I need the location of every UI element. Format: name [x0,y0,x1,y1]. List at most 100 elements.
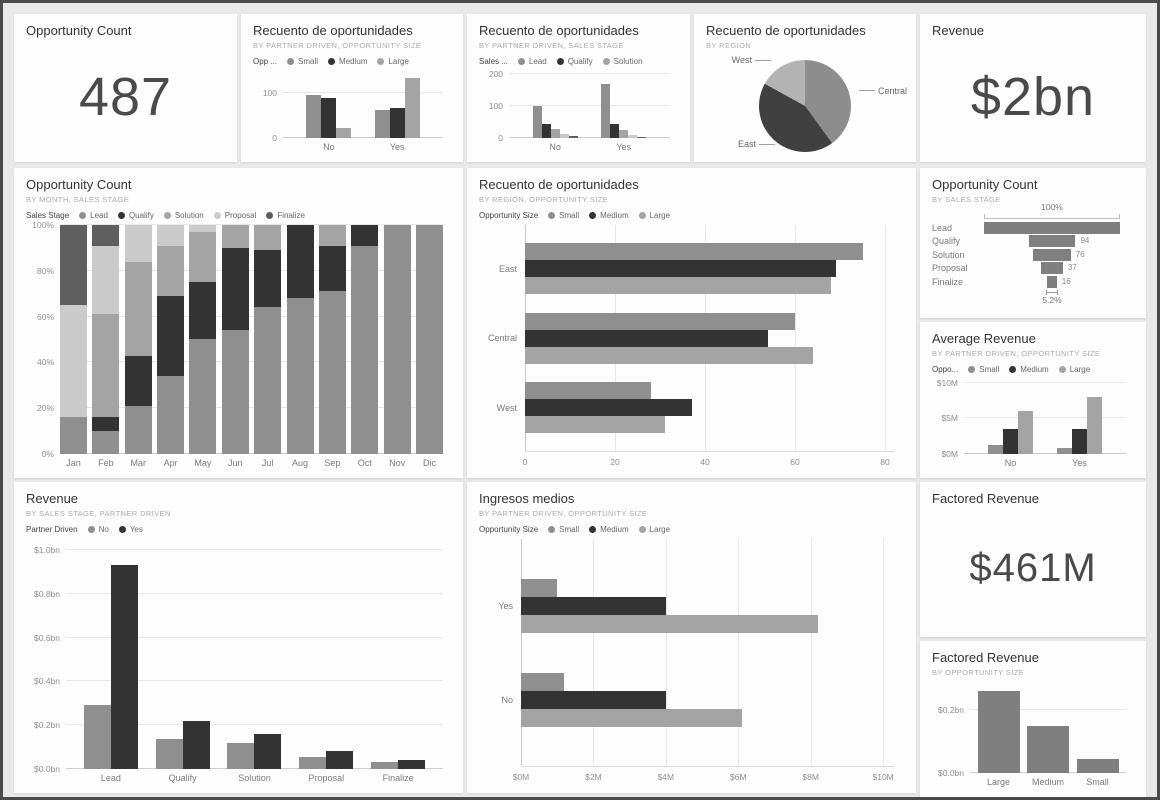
tile-recuento-by-partner-driven-opportunity-size[interactable]: Recuento de oportunidades BY PARTNER DRI… [241,14,463,162]
legend-item-medium[interactable]: Medium [589,525,629,534]
segment-jun-qualify[interactable] [221,247,249,331]
legend-item-lead[interactable]: Lead [79,211,108,220]
segment-feb-proposal[interactable] [92,245,120,315]
bar-no-proposal[interactable] [559,134,569,138]
bar-yes-small[interactable] [521,578,558,597]
legend-item-finalize[interactable]: Finalize [266,211,305,220]
bar-yes-small[interactable] [1057,448,1072,454]
segment-apr-solution[interactable] [157,245,185,296]
bar-medium-factored-revenue[interactable] [1027,725,1069,773]
funnel-bar-proposal[interactable] [1041,262,1063,275]
tile-recuento-by-region-pie[interactable]: Recuento de oportunidades BY REGION Cent… [694,14,916,162]
tile-factored-revenue-by-size[interactable]: Factored Revenue BY OPPORTUNITY SIZE $0.… [920,641,1146,797]
legend-item-solution[interactable]: Solution [163,211,204,220]
segment-aug-qualify[interactable] [286,224,314,299]
bar-east-medium[interactable] [525,260,836,278]
segment-mar-proposal[interactable] [124,224,152,262]
bar-no-large[interactable] [521,708,742,727]
bar-yes-finalize[interactable] [637,136,647,138]
column-chart-partner-stage[interactable]: 200 100 0 No Yes [479,66,678,156]
legend-item-qualify[interactable]: Qualify [556,57,593,66]
legend-item-medium[interactable]: Medium [328,57,367,66]
bar-no-small[interactable] [988,445,1003,454]
tile-factored-revenue-kpi[interactable]: Factored Revenue $461M [920,482,1146,637]
bar-qualify-yes[interactable] [182,720,210,769]
bar-proposal-yes[interactable] [326,751,354,769]
tile-revenue-by-sales-stage[interactable]: Revenue BY SALES STAGE, PARTNER DRIVEN P… [14,482,463,793]
segment-apr-lead[interactable] [157,376,185,454]
tile-opportunity-count-funnel[interactable]: Opportunity Count BY SALES STAGE 100% Lea… [920,168,1146,318]
legend-item-small[interactable]: Small [548,525,579,534]
legend-item-medium[interactable]: Medium [589,211,629,220]
bar-small-factored-revenue[interactable] [1076,758,1119,773]
bar-yes-lead[interactable] [601,83,611,138]
segment-oct-lead[interactable] [351,245,379,454]
bar-solution-no[interactable] [227,742,255,769]
bar-east-small[interactable] [525,243,863,261]
bar-no-medium[interactable] [521,690,666,709]
legend-item-large[interactable]: Large [377,57,409,66]
legend-item-small[interactable]: Small [548,211,579,220]
segment-may-qualify[interactable] [189,282,217,340]
funnel-bar-solution[interactable] [1033,248,1071,261]
segment-jun-lead[interactable] [221,330,249,454]
segment-jan-lead[interactable] [60,417,87,454]
bar-no-medium[interactable] [1003,428,1018,454]
segment-nov-lead[interactable] [383,224,411,454]
bar-yes-medium[interactable] [521,596,666,615]
bar-lead-yes[interactable] [110,565,138,769]
bar-yes-small[interactable] [374,110,390,138]
tile-recuento-by-region-opportunity-size[interactable]: Recuento de oportunidades BY REGION, OPP… [467,168,916,478]
legend-item-lead[interactable]: Lead [517,57,547,66]
segment-apr-qualify[interactable] [157,295,185,377]
pie-chart-region[interactable]: Central East West [706,50,907,156]
segment-jan-finalize[interactable] [60,224,87,306]
bar-yes-medium[interactable] [1072,428,1087,454]
column-chart-average-revenue[interactable]: $10M $5M $0M No Yes [932,374,1134,472]
segment-may-lead[interactable] [189,339,217,454]
legend-item-small[interactable]: Small [968,365,999,374]
bar-yes-medium[interactable] [389,107,405,138]
tile-average-revenue[interactable]: Average Revenue BY PARTNER DRIVEN, OPPOR… [920,322,1146,478]
bar-finalize-yes[interactable] [398,760,426,769]
legend-item-large[interactable]: Large [638,211,670,220]
segment-feb-finalize[interactable] [92,224,120,246]
bar-no-solution[interactable] [550,129,560,138]
legend-item-large[interactable]: Large [638,525,670,534]
bar-no-lead[interactable] [532,106,542,138]
funnel-bar-lead[interactable] [984,221,1120,234]
legend-item-qualify[interactable]: Qualify [117,211,154,220]
legend-item-medium[interactable]: Medium [1009,365,1049,374]
segment-oct-qualify[interactable] [351,224,379,246]
segment-may-proposal[interactable] [189,224,217,232]
segment-jul-solution[interactable] [254,224,282,251]
segment-mar-lead[interactable] [124,405,152,454]
legend-item-solution[interactable]: Solution [602,57,643,66]
bar-solution-yes[interactable] [254,733,282,769]
bar-no-large[interactable] [336,128,352,138]
segment-dic-lead[interactable] [415,224,443,454]
bar-central-large[interactable] [525,346,813,364]
bar-finalize-no[interactable] [371,762,399,769]
tile-ingresos-medios[interactable]: Ingresos medios BY PARTNER DRIVEN, OPPOR… [467,482,916,793]
bar-yes-proposal[interactable] [628,134,638,138]
legend-item-yes[interactable]: Yes [118,525,143,534]
bar-west-medium[interactable] [525,399,692,417]
segment-feb-qualify[interactable] [92,417,120,432]
segment-sep-lead[interactable] [318,291,346,454]
segment-sep-qualify[interactable] [318,245,346,292]
bar-chart-region-size[interactable]: 0 20 40 60 80 East Central West [479,220,904,472]
bar-east-large[interactable] [525,277,831,295]
bar-yes-qualify[interactable] [610,123,620,138]
tile-opportunity-count-by-month[interactable]: Opportunity Count BY MONTH, SALES STAGE … [14,168,463,478]
bar-west-small[interactable] [525,382,651,400]
bar-central-small[interactable] [525,312,795,330]
legend-item-large[interactable]: Large [1058,365,1090,374]
segment-apr-proposal[interactable] [157,224,185,246]
tile-recuento-by-partner-driven-sales-stage[interactable]: Recuento de oportunidades BY PARTNER DRI… [467,14,690,162]
tile-opportunity-count-kpi[interactable]: Opportunity Count 487 [14,14,237,162]
column-chart-factored-revenue[interactable]: $0.2bn $0.0bn Large Medium Small [932,677,1134,791]
segment-feb-lead[interactable] [92,431,120,454]
tile-revenue-kpi[interactable]: Revenue $2bn [920,14,1146,162]
bar-yes-large[interactable] [1087,396,1102,454]
